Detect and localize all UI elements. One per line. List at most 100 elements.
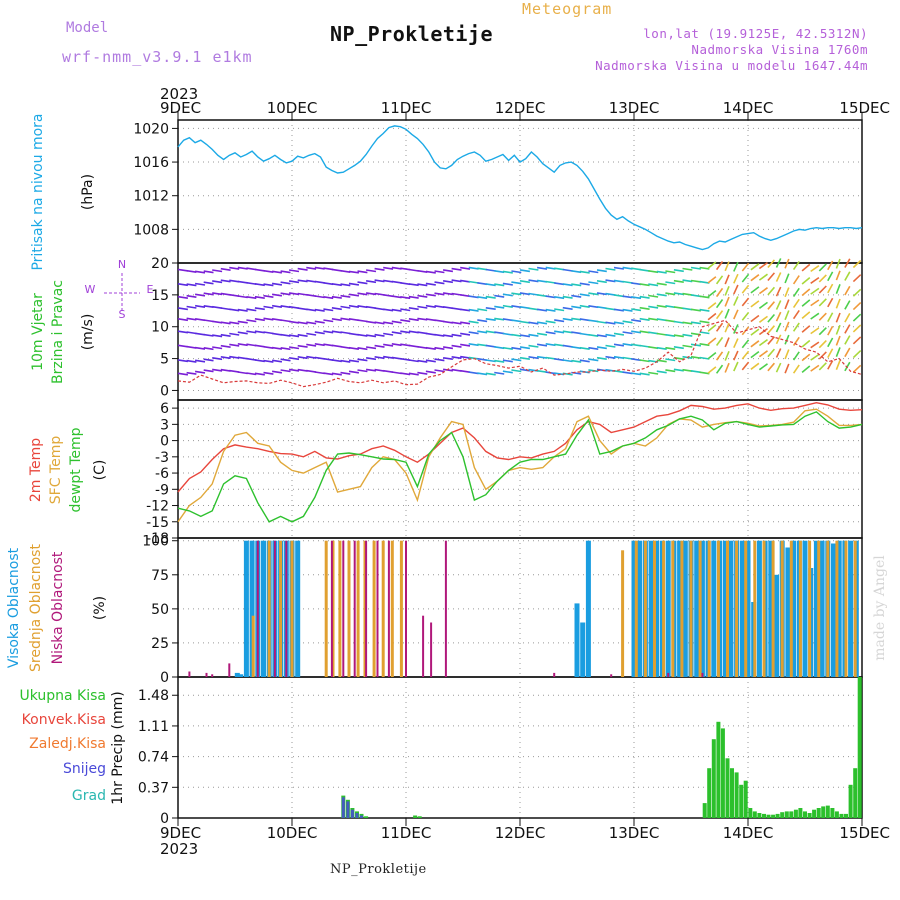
wind-barb bbox=[758, 338, 768, 347]
wind-barb bbox=[280, 333, 291, 337]
cloud-mid-bar bbox=[826, 540, 830, 677]
wind-barb bbox=[554, 372, 565, 376]
wind-barb bbox=[314, 343, 325, 347]
wind-barb bbox=[733, 324, 739, 334]
cloud-low-bar bbox=[387, 540, 390, 677]
wind-barb bbox=[417, 371, 428, 375]
wind-barb bbox=[391, 295, 402, 299]
wind-barb bbox=[177, 307, 189, 311]
wind-barb bbox=[673, 368, 684, 372]
wind-barb bbox=[220, 344, 231, 348]
wind-barb bbox=[451, 292, 462, 296]
y-tick-label: 1.11 bbox=[138, 719, 169, 735]
y-tick-label: -18 bbox=[146, 531, 169, 547]
wind-barb bbox=[331, 268, 342, 272]
wind-barb bbox=[271, 304, 283, 308]
y-tick-label: 25 bbox=[151, 636, 169, 652]
wind-barb bbox=[707, 289, 717, 298]
wind-barb bbox=[177, 344, 189, 348]
wind-barb bbox=[707, 276, 717, 284]
wind-barb bbox=[844, 313, 851, 323]
wind-barb bbox=[451, 279, 462, 283]
wind-barb bbox=[767, 272, 776, 282]
wind-barb bbox=[400, 296, 411, 300]
wind-barb bbox=[271, 346, 283, 350]
wind-barb bbox=[545, 295, 556, 299]
y-tick-label: 0 bbox=[160, 383, 169, 399]
wind-barb bbox=[775, 362, 782, 373]
wind-barb bbox=[502, 293, 513, 297]
wind-barb bbox=[460, 279, 471, 283]
wind-barb bbox=[229, 266, 240, 270]
wind-barb bbox=[758, 363, 768, 371]
wind-barb bbox=[741, 262, 750, 272]
wind-barb bbox=[767, 259, 776, 269]
cloud-high-bar bbox=[637, 540, 643, 677]
wind-barb bbox=[186, 269, 197, 273]
y-tick-label: 75 bbox=[151, 568, 169, 584]
wind-barb bbox=[237, 308, 248, 312]
wind-barb bbox=[374, 292, 385, 296]
wind-barb bbox=[511, 270, 522, 274]
wind-barb bbox=[613, 332, 625, 336]
wind-barb bbox=[656, 318, 667, 322]
cloud-mid-bar bbox=[634, 540, 638, 677]
wind-barb bbox=[374, 368, 385, 372]
ylabel-cloud-mid: Srednja Oblacnost bbox=[28, 544, 44, 672]
wind-barb bbox=[460, 308, 471, 312]
wind-barb bbox=[194, 370, 206, 374]
cloud-mid-bar bbox=[363, 540, 367, 677]
cloud-mid-bar bbox=[279, 540, 283, 677]
wind-barb bbox=[562, 306, 573, 310]
cloud-low-bar bbox=[330, 540, 333, 677]
wind-barb bbox=[648, 283, 659, 287]
wind-barb bbox=[451, 344, 462, 348]
wind-barbs bbox=[177, 258, 862, 376]
wind-barb bbox=[682, 292, 693, 296]
wind-barb bbox=[707, 302, 717, 310]
wind-barb bbox=[844, 335, 851, 345]
wind-barb bbox=[579, 293, 590, 297]
wind-barb bbox=[699, 295, 710, 299]
wind-barb bbox=[425, 318, 436, 322]
y-tick-label: 0 bbox=[160, 434, 169, 450]
wind-barb bbox=[357, 270, 368, 274]
cloud-high-bar bbox=[648, 540, 654, 677]
wind-barb bbox=[297, 344, 308, 348]
wind-barb bbox=[656, 304, 667, 308]
ylabel-cloud-unit: (%) bbox=[92, 596, 108, 620]
wind-barb bbox=[656, 293, 667, 297]
cloud-high-bar bbox=[699, 540, 705, 677]
cloud-high-bar bbox=[243, 540, 249, 677]
wind-barb bbox=[682, 344, 693, 348]
wind-barb bbox=[246, 308, 257, 312]
wind-barb bbox=[715, 299, 724, 309]
wind-barb bbox=[622, 331, 633, 335]
wind-barb bbox=[340, 331, 351, 335]
wind-barb bbox=[528, 292, 539, 296]
wind-barb bbox=[605, 292, 616, 296]
wind-barb bbox=[229, 355, 240, 359]
wind-barb bbox=[682, 368, 693, 372]
wind-barb bbox=[554, 282, 565, 286]
wind-barb bbox=[374, 267, 385, 271]
wind-barb bbox=[536, 332, 548, 336]
cloud-high-bar bbox=[768, 540, 774, 677]
wind-barb bbox=[288, 280, 300, 284]
wind-barb bbox=[374, 344, 385, 348]
cloud-high-bar bbox=[711, 540, 717, 677]
precip-legend-entry: Ukupna Kisa bbox=[19, 688, 106, 704]
wind-barb bbox=[767, 286, 776, 296]
y-tick-label: 10 bbox=[151, 320, 169, 336]
y-tick-label: -3 bbox=[155, 450, 169, 466]
wind-barb bbox=[365, 334, 377, 338]
wind-barb bbox=[571, 317, 582, 321]
wind-barb bbox=[528, 279, 539, 283]
wind-barb bbox=[280, 369, 291, 373]
wind-barb bbox=[494, 331, 505, 335]
wind-barb bbox=[323, 282, 334, 286]
wind-barb bbox=[271, 293, 283, 297]
wind-barb bbox=[810, 299, 820, 307]
x-tick-label-top: 14DEC bbox=[723, 99, 774, 117]
